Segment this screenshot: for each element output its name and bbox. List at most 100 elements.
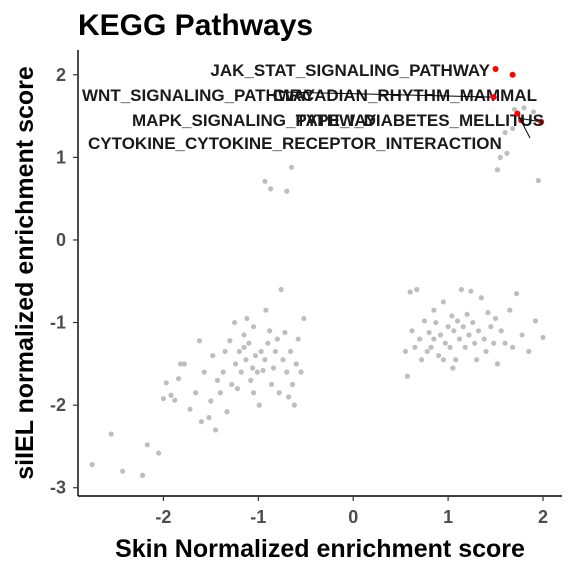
y-tick-label: -3 bbox=[50, 478, 66, 498]
data-point bbox=[287, 348, 294, 355]
data-point bbox=[301, 315, 307, 322]
data-point bbox=[417, 336, 423, 342]
data-point bbox=[526, 348, 532, 355]
data-point bbox=[431, 307, 437, 313]
callout-connector bbox=[516, 113, 531, 139]
data-point bbox=[280, 357, 286, 363]
data-point bbox=[224, 409, 230, 415]
x-tick-label: -2 bbox=[155, 507, 171, 527]
data-point bbox=[468, 288, 474, 294]
data-point bbox=[196, 338, 203, 344]
data-point bbox=[210, 352, 216, 359]
data-point bbox=[163, 380, 169, 386]
x-tick-label: 0 bbox=[348, 507, 358, 527]
x-axis-title: Skin Normalized enrichment score bbox=[115, 535, 525, 563]
data-point bbox=[229, 381, 235, 388]
y-tick-label: 0 bbox=[56, 230, 66, 250]
data-point bbox=[244, 315, 250, 322]
data-point bbox=[475, 328, 482, 334]
data-point bbox=[276, 390, 282, 396]
data-point bbox=[519, 332, 525, 338]
data-point bbox=[254, 369, 260, 375]
data-point bbox=[260, 367, 266, 374]
y-tick-label: -1 bbox=[50, 313, 66, 333]
data-point bbox=[156, 450, 162, 456]
data-point bbox=[494, 361, 501, 367]
data-point bbox=[431, 336, 437, 342]
data-point bbox=[530, 109, 537, 115]
data-point bbox=[252, 352, 259, 359]
data-point bbox=[241, 332, 247, 338]
data-point bbox=[217, 390, 223, 396]
data-point bbox=[267, 328, 273, 334]
data-point bbox=[481, 336, 487, 342]
data-point bbox=[227, 338, 233, 344]
data-point bbox=[455, 318, 461, 324]
data-point bbox=[286, 394, 292, 400]
callout-layer: JAK_STAT_SIGNALING_PATHWAY CIRCADIAN_RHYT… bbox=[82, 61, 545, 153]
data-point bbox=[414, 286, 420, 293]
data-point bbox=[472, 340, 478, 346]
data-point bbox=[250, 365, 256, 371]
data-point bbox=[213, 427, 219, 433]
data-point bbox=[409, 328, 415, 334]
data-point bbox=[206, 414, 212, 421]
data-point bbox=[458, 286, 465, 293]
data-point bbox=[120, 468, 126, 474]
data-point bbox=[236, 348, 242, 355]
data-point bbox=[295, 336, 301, 342]
data-point bbox=[450, 365, 456, 371]
data-point bbox=[256, 402, 262, 408]
data-point bbox=[139, 472, 146, 478]
data-point bbox=[540, 334, 546, 341]
data-point bbox=[284, 369, 290, 375]
data-point bbox=[510, 125, 516, 132]
data-point bbox=[451, 328, 457, 334]
data-point bbox=[298, 369, 304, 375]
data-point bbox=[282, 329, 288, 336]
data-point bbox=[456, 336, 463, 342]
data-point bbox=[231, 319, 238, 326]
callout-label: WNT_SIGNALING_PATHWAY bbox=[82, 86, 316, 105]
data-point bbox=[511, 106, 518, 113]
data-point bbox=[433, 319, 439, 326]
data-point bbox=[462, 344, 468, 350]
data-point bbox=[453, 357, 459, 363]
data-point bbox=[436, 352, 442, 359]
data-point bbox=[198, 419, 204, 425]
data-point bbox=[418, 357, 425, 363]
y-axis-ticks: -3 -2 -1 0 1 2 bbox=[50, 65, 78, 498]
data-point bbox=[492, 315, 499, 322]
data-point bbox=[222, 348, 228, 355]
data-point bbox=[248, 377, 254, 383]
data-point bbox=[291, 402, 297, 408]
data-point bbox=[284, 188, 290, 194]
data-point bbox=[497, 154, 503, 160]
data-point bbox=[404, 373, 410, 379]
data-point bbox=[274, 336, 280, 342]
data-point bbox=[262, 357, 268, 363]
data-point bbox=[108, 431, 114, 437]
data-point bbox=[421, 318, 427, 324]
data-point bbox=[426, 329, 432, 336]
chart-title: KEGG Pathways bbox=[78, 9, 313, 42]
data-point bbox=[442, 340, 448, 346]
callout-label: JAK_STAT_SIGNALING_PATHWAY bbox=[210, 61, 490, 80]
callout-connector bbox=[517, 117, 542, 123]
data-point bbox=[445, 324, 451, 330]
data-point bbox=[214, 377, 221, 383]
data-point bbox=[412, 344, 418, 350]
data-point bbox=[466, 332, 472, 338]
data-point bbox=[437, 332, 444, 338]
callout-label: TYPE_I_DIABETES_MELLITUS bbox=[296, 111, 544, 130]
data-point bbox=[464, 311, 470, 317]
x-tick-label: 2 bbox=[538, 507, 548, 527]
data-point bbox=[488, 324, 494, 330]
data-point bbox=[268, 186, 274, 192]
data-point bbox=[491, 340, 497, 346]
data-point bbox=[478, 295, 484, 301]
data-point bbox=[262, 178, 268, 184]
data-point bbox=[177, 361, 184, 367]
data-point bbox=[175, 376, 182, 382]
data-point bbox=[288, 164, 295, 170]
